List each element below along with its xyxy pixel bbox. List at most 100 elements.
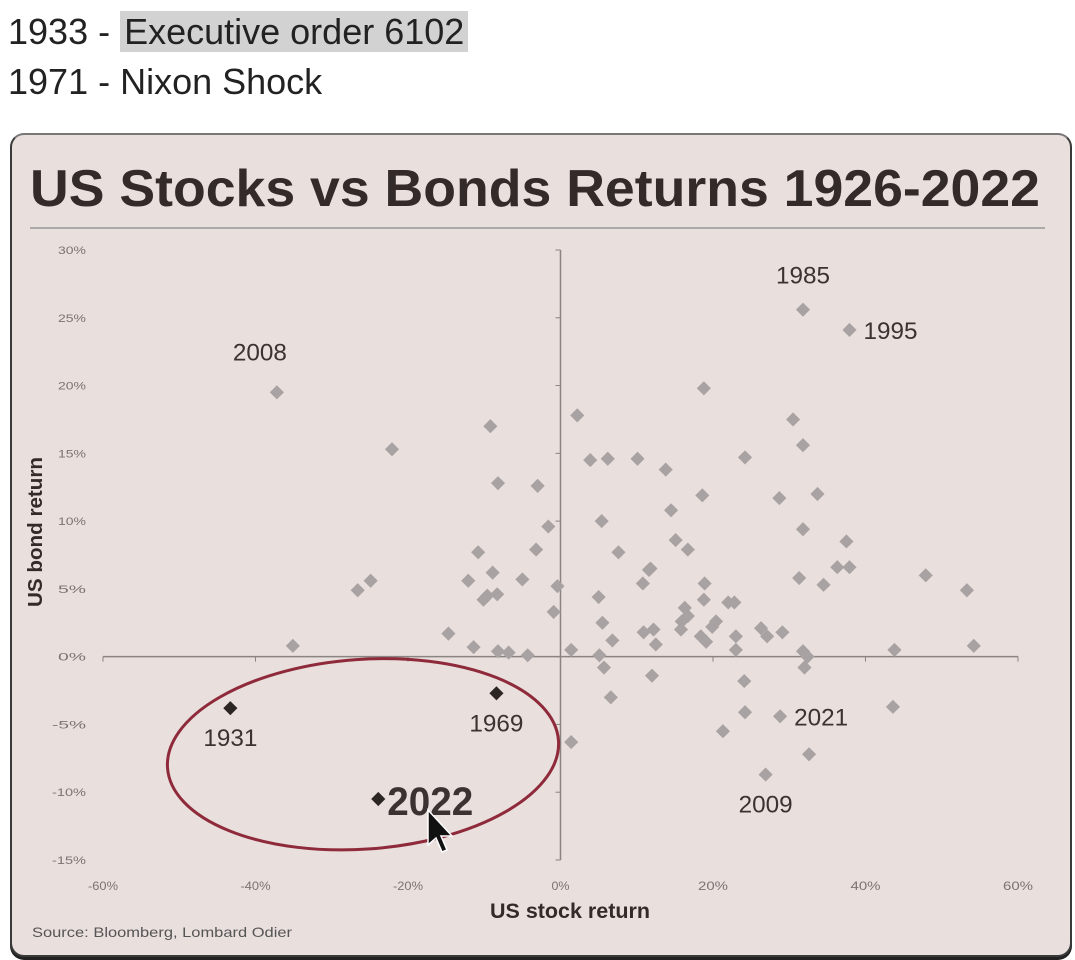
data-point [461,573,476,588]
x-tick-label: 40% [851,879,881,893]
data-point [728,629,743,644]
data-point [269,385,284,400]
data-point [529,542,544,557]
data-point [673,622,689,637]
highlighted-point [223,701,238,716]
y-tick-label: -15% [52,855,86,867]
point-label-1931: 1931 [203,725,257,752]
data-point [885,699,901,714]
data-point [564,642,579,657]
y-tick-label: 0% [58,652,86,664]
y-tick-label: -5% [52,719,86,731]
y-axis-label: US bond return [25,457,47,607]
data-point [800,649,815,664]
data-point [466,640,481,655]
data-point [753,621,769,636]
data-point [530,478,545,493]
data-point [785,412,801,427]
data-point [441,626,456,641]
data-point [842,322,857,338]
data-point [727,595,742,610]
data-point [797,660,812,675]
data-point [918,568,933,583]
y-tick-label: 5% [58,584,86,596]
data-point [674,614,689,629]
data-point [546,604,561,620]
data-point [384,442,400,457]
data-point [795,522,811,537]
data-point [471,545,486,560]
data-point [792,570,807,586]
data-point [490,644,506,659]
data-point [830,560,845,575]
point-label-1969: 1969 [469,710,523,737]
data-point [490,476,506,491]
data-point [490,587,505,602]
data-point [795,438,811,453]
y-tick-label: 25% [58,313,86,325]
x-tick-label: -60% [88,879,118,893]
data-point [285,638,300,653]
year-1933: 1933 - [8,11,121,52]
x-tick-label: -20% [393,879,423,893]
data-point [636,625,651,640]
data-point [596,660,612,675]
chart-card [10,133,1072,957]
data-point [966,638,981,653]
data-point [541,519,556,534]
point-label-1995: 1995 [863,318,917,345]
data-point [737,673,752,689]
y-tick-label: -10% [52,787,86,799]
data-point [501,645,516,660]
data-point [630,451,645,466]
data-point [600,451,615,466]
data-point [887,642,902,657]
chart-title: US Stocks vs Bonds Returns 1926-2022 [30,160,1040,218]
data-point [570,408,585,423]
source-note: Source: Bloomberg, Lombard Odier [32,924,292,940]
data-point [773,709,788,724]
y-tick-label: 10% [58,516,86,528]
point-label-1985: 1985 [776,263,830,290]
x-axis-label: US stock return [490,900,650,923]
data-point [839,534,854,549]
data-point [816,577,831,592]
data-point [715,724,730,739]
data-point [643,561,658,576]
data-point [810,486,825,502]
data-point [564,734,579,750]
data-point [795,302,811,317]
point-label-2009: 2009 [739,792,793,819]
data-point [842,560,857,575]
highlighted-event-text[interactable]: Executive order 6102 [120,11,469,52]
data-point [485,565,500,580]
data-point [591,589,606,605]
data-point [668,533,683,548]
data-point [697,576,712,591]
data-point [728,642,743,657]
data-point [737,705,753,720]
y-tick-label: 30% [58,245,86,257]
data-point [695,488,710,503]
data-point [594,514,609,529]
y-tick-label: 20% [58,381,86,393]
data-point [592,648,607,663]
data-point [611,545,626,560]
data-point [802,747,817,762]
data-point [363,573,378,588]
data-point [775,625,790,640]
data-point [350,583,365,598]
point-label-2021: 2021 [794,704,848,731]
highlighted-point [489,686,504,701]
y-tick-label: 15% [58,448,86,460]
data-point [644,668,660,683]
x-tick-label: -40% [241,879,271,893]
data-point [708,614,724,629]
data-point [520,648,535,663]
data-point [515,572,530,587]
x-tick-label: 60% [1003,879,1033,893]
data-point [658,462,673,477]
header-line-1971: 1971 - Nixon Shock [8,61,323,102]
data-point [680,542,695,557]
